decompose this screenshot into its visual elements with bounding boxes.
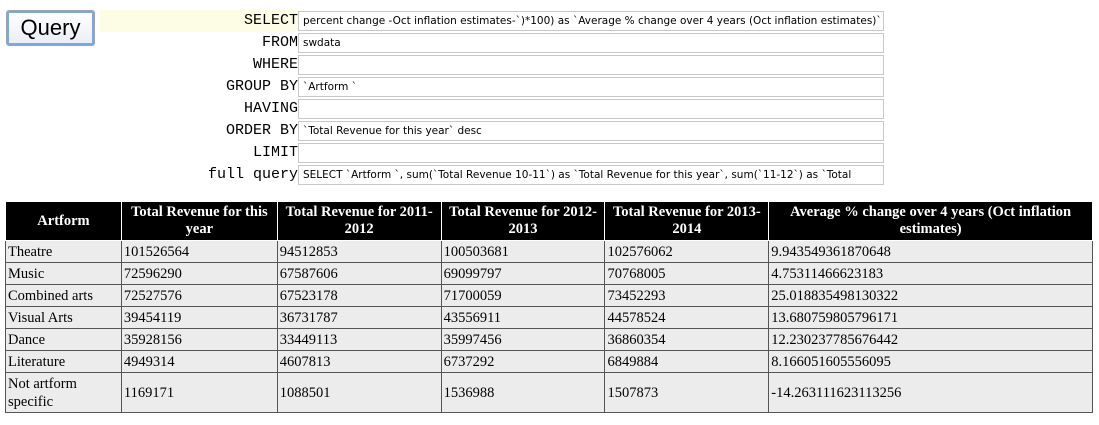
table-cell: 101526564 <box>120 240 278 263</box>
table-cell: Literature <box>5 350 122 373</box>
table-cell: 6737292 <box>440 350 606 373</box>
table-cell: 1088501 <box>276 372 442 413</box>
limit-label: LIMIT <box>252 144 298 161</box>
table-cell: 39454119 <box>120 306 278 329</box>
table-cell: Music <box>5 262 122 285</box>
table-cell: 1536988 <box>440 372 606 413</box>
table-cell: 36731787 <box>276 306 442 329</box>
table-cell: Combined arts <box>5 284 122 307</box>
table-cell: 72527576 <box>120 284 278 307</box>
limit-row: LIMIT <box>0 142 884 164</box>
where-label: WHERE <box>252 56 298 73</box>
table-cell: Theatre <box>5 240 122 263</box>
table-cell: 69099797 <box>440 262 606 285</box>
table-cell: 73452293 <box>604 284 770 307</box>
table-cell: 67523178 <box>276 284 442 307</box>
from-label: FROM <box>261 34 298 51</box>
select-row-highlight <box>100 10 300 32</box>
table-cell: 71700059 <box>440 284 606 307</box>
group-by-row: GROUP BY `Artform ` <box>0 76 884 98</box>
table-cell: 9.943549361870648 <box>768 240 1093 263</box>
table-cell: 6849884 <box>604 350 770 373</box>
table-cell: 13.680759805796171 <box>768 306 1093 329</box>
header-total-revenue-2013-2014: Total Revenue for 2013-2014 <box>604 201 770 241</box>
table-cell: 4.75311466623183 <box>768 262 1093 285</box>
table-row: Not artform specific 1169171 1088501 153… <box>5 372 1093 413</box>
from-input[interactable]: swdata <box>298 33 884 53</box>
select-label: SELECT <box>243 12 298 29</box>
header-artform: Artform <box>5 201 122 241</box>
full-query-label: full query <box>207 166 298 183</box>
select-row: SELECT percent change -Oct inflation est… <box>0 10 884 32</box>
table-row: Theatre 101526564 94512853 100503681 102… <box>5 240 1093 263</box>
table-cell: -14.263111623113256 <box>768 372 1093 413</box>
table-cell: 12.230237785676442 <box>768 328 1093 351</box>
table-cell: Visual Arts <box>5 306 122 329</box>
table-cell: 33449113 <box>276 328 442 351</box>
table-cell: 100503681 <box>440 240 606 263</box>
table-cell: 25.018835498130322 <box>768 284 1093 307</box>
full-query-input[interactable]: SELECT `Artform `, sum(`Total Revenue 10… <box>298 165 884 185</box>
table-header-row: Artform Total Revenue for this year Tota… <box>5 201 1093 241</box>
header-total-revenue-this-year: Total Revenue for this year <box>120 201 278 241</box>
results-table: Artform Total Revenue for this year Tota… <box>5 201 1093 413</box>
having-label: HAVING <box>243 100 298 117</box>
query-button[interactable]: Query <box>6 10 95 46</box>
limit-input[interactable] <box>298 143 884 163</box>
table-cell: 94512853 <box>276 240 442 263</box>
full-query-row: full query SELECT `Artform `, sum(`Total… <box>0 164 884 186</box>
header-total-revenue-2012-2013: Total Revenue for 2012-2013 <box>440 201 606 241</box>
table-cell: 4607813 <box>276 350 442 373</box>
table-cell: 4949314 <box>120 350 278 373</box>
table-row: Dance 35928156 33449113 35997456 3686035… <box>5 328 1093 351</box>
table-cell: 67587606 <box>276 262 442 285</box>
group-by-label: GROUP BY <box>225 78 298 95</box>
table-cell: Dance <box>5 328 122 351</box>
table-cell: 35997456 <box>440 328 606 351</box>
header-total-revenue-2011-2012: Total Revenue for 2011-2012 <box>276 201 442 241</box>
order-by-row: ORDER BY `Total Revenue for this year` d… <box>0 120 884 142</box>
table-cell: 70768005 <box>604 262 770 285</box>
header-average-change: Average % change over 4 years (Oct infla… <box>768 201 1093 241</box>
table-cell: 72596290 <box>120 262 278 285</box>
where-input[interactable] <box>298 55 884 75</box>
table-row: Combined arts 72527576 67523178 71700059… <box>5 284 1093 307</box>
table-cell: 1169171 <box>120 372 278 413</box>
having-row: HAVING <box>0 98 884 120</box>
table-row: Visual Arts 39454119 36731787 43556911 4… <box>5 306 1093 329</box>
table-cell: 1507873 <box>604 372 770 413</box>
order-by-input[interactable]: `Total Revenue for this year` desc <box>298 121 884 141</box>
table-cell: 44578524 <box>604 306 770 329</box>
table-cell: 8.166051605556095 <box>768 350 1093 373</box>
table-cell: 35928156 <box>120 328 278 351</box>
order-by-label: ORDER BY <box>225 122 298 139</box>
table-cell: 36860354 <box>604 328 770 351</box>
group-by-input[interactable]: `Artform ` <box>298 77 884 97</box>
table-row: Literature 4949314 4607813 6737292 68498… <box>5 350 1093 373</box>
from-row: FROM swdata <box>0 32 884 54</box>
where-row: WHERE <box>0 54 884 76</box>
having-input[interactable] <box>298 99 884 119</box>
select-input[interactable]: percent change -Oct inflation estimates-… <box>298 11 884 31</box>
table-cell: Not artform specific <box>5 372 122 413</box>
table-cell: 43556911 <box>440 306 606 329</box>
table-cell: 102576062 <box>604 240 770 263</box>
table-row: Music 72596290 67587606 69099797 7076800… <box>5 262 1093 285</box>
